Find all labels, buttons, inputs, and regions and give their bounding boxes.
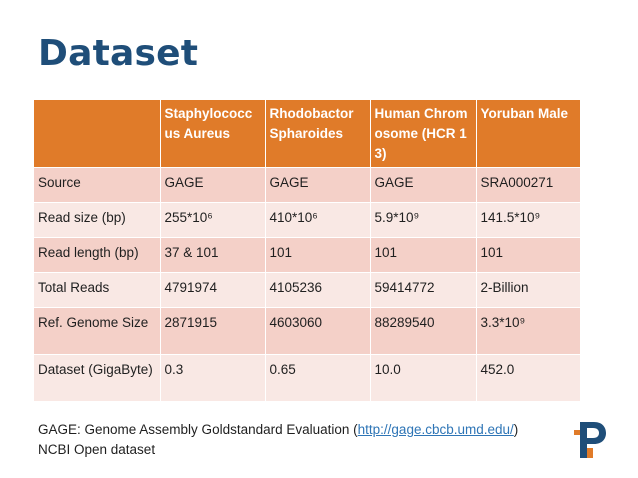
table-cell: 141.5*10⁹ [476,202,580,238]
logo-bowl [587,422,606,444]
logo-accent-bottom [587,448,593,458]
row-label: Total Reads [34,272,161,308]
table-cell: GAGE [265,167,371,203]
table-cell: 101 [265,237,371,273]
table-cell: 4603060 [265,307,371,355]
table-cell: 88289540 [370,307,477,355]
table-cell: 2-Billion [476,272,580,308]
table-cell: GAGE [370,167,477,203]
table-row: Read size (bp) 255*10⁶ 410*10⁶ 5.9*10⁹ 1… [34,202,580,238]
row-label: Read size (bp) [34,202,161,238]
dataset-table: Staphylococcus Aureus Rhodobactor Spharo… [34,100,580,401]
row-label: Dataset (GigaByte) [34,354,161,401]
table-row: Total Reads 4791974 4105236 59414772 2-B… [34,272,580,308]
table-cell: 3.3*10⁹ [476,307,580,355]
table-row: Source GAGE GAGE GAGE SRA000271 [34,167,580,203]
table-cell: 4105236 [265,272,371,308]
header-cell-yoruban-male: Yoruban Male [476,100,580,168]
table-cell: 37 & 101 [160,237,266,273]
table-cell: 2871915 [160,307,266,355]
table-cell: 452.0 [476,354,580,401]
table-cell: 101 [476,237,580,273]
gage-link[interactable]: http://gage.cbcb.umd.edu/ [357,422,514,437]
table-cell: 410*10⁶ [265,202,371,238]
slide-title: Dataset [38,33,199,74]
header-cell-blank [34,100,161,168]
table-cell: 101 [370,237,477,273]
university-logo-icon [574,422,606,458]
table-cell: 5.9*10⁹ [370,202,477,238]
logo-stem [580,422,587,458]
footer-notes: GAGE: Genome Assembly Goldstandard Evalu… [38,420,518,460]
row-label: Ref. Genome Size [34,307,161,355]
table-cell: 255*10⁶ [160,202,266,238]
footer-line-ncbi: NCBI Open dataset [38,442,156,457]
table-row: Dataset (GigaByte) 0.3 0.65 10.0 452.0 [34,354,580,401]
table-cell: 4791974 [160,272,266,308]
header-cell-staphylococcus: Staphylococcus Aureus [160,100,266,168]
table-cell: GAGE [160,167,266,203]
table-row: Ref. Genome Size 2871915 4603060 8828954… [34,307,580,355]
header-cell-human-chromosome: Human Chromosome (HCR 13) [370,100,477,168]
table-cell: SRA000271 [476,167,580,203]
gage-description-end: ) [513,422,519,437]
footer-line-gage: GAGE: Genome Assembly Goldstandard Evalu… [38,420,518,440]
table-cell: 0.65 [265,354,371,401]
table-row: Read length (bp) 37 & 101 101 101 101 [34,237,580,273]
logo-accent-top [574,430,580,435]
table-cell: 59414772 [370,272,477,308]
table-cell: 0.3 [160,354,266,401]
header-cell-rhodobactor: Rhodobactor Spharoides [265,100,371,168]
table-cell: 10.0 [370,354,477,401]
gage-description: GAGE: Genome Assembly Goldstandard Evalu… [38,422,358,437]
row-label: Source [34,167,161,203]
row-label: Read length (bp) [34,237,161,273]
table-header-row: Staphylococcus Aureus Rhodobactor Spharo… [34,100,580,168]
